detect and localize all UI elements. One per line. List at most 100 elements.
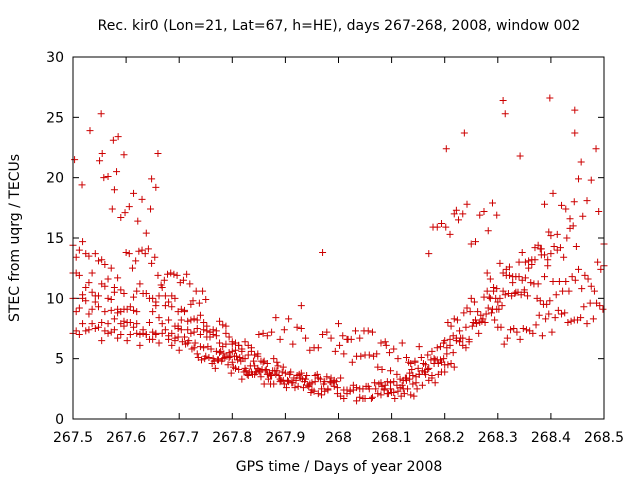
data-points [69,94,608,405]
data-point [75,246,83,254]
data-point [447,359,455,367]
data-point [501,291,509,299]
data-point [190,315,198,323]
data-point [244,351,252,359]
data-point [196,311,204,319]
data-point [234,356,242,364]
data-point [597,265,605,273]
data-point [117,213,125,221]
data-point [193,316,201,324]
data-point [477,311,485,319]
data-point [374,390,382,398]
data-point [181,308,189,316]
data-point [94,292,102,300]
data-point [381,381,389,389]
data-point [190,328,198,336]
data-point [553,230,561,238]
data-point [529,329,537,337]
data-point [333,384,341,392]
data-point [377,391,385,399]
data-point [297,302,305,310]
data-point [113,168,121,176]
data-point [110,288,118,296]
data-point [387,385,395,393]
data-point [235,366,243,374]
data-point [107,264,115,272]
data-point [343,390,351,398]
data-point [126,331,134,339]
data-point [222,322,230,330]
data-point [126,318,134,326]
data-point [114,309,122,317]
data-point [398,381,406,389]
data-point [493,285,501,293]
data-point [85,326,93,334]
data-point [483,287,491,295]
data-point [259,358,267,366]
data-point [340,386,348,394]
data-point [405,358,413,366]
data-point [110,315,118,323]
data-point [114,334,122,342]
data-point [424,351,432,359]
data-point [270,380,278,388]
data-point [107,296,115,304]
data-point [275,372,283,380]
data-point [340,350,348,358]
data-point [570,198,578,206]
data-point [545,228,553,236]
data-point [187,329,195,337]
data-point [411,357,419,365]
x-tick-label: 267.7 [159,430,199,446]
data-point [450,315,458,323]
data-point [475,329,483,337]
data-point [88,320,96,328]
data-point [324,385,332,393]
data-point [179,276,187,284]
data-point [142,290,150,298]
data-point [418,381,426,389]
data-point [444,318,452,326]
data-point [383,378,391,386]
data-point [101,282,109,290]
data-point [467,294,475,302]
data-point [299,384,307,392]
data-point [101,261,109,269]
x-tick-label: 267.6 [106,430,146,446]
data-point [174,325,182,332]
data-point [321,378,329,386]
data-point [364,327,372,335]
data-point [264,375,272,383]
x-tick-label: 267.5 [53,430,93,446]
data-point [107,306,115,314]
data-point [88,305,96,313]
data-point [75,304,83,312]
data-point [486,275,494,283]
data-point [250,357,258,365]
data-point [72,253,80,261]
data-point [442,145,450,153]
data-point [98,337,106,345]
data-point [511,290,519,298]
data-point [126,303,134,311]
data-point [470,298,478,306]
data-point [193,325,201,332]
data-point [414,364,422,372]
data-point [562,205,570,213]
data-point [530,280,538,288]
data-point [459,341,467,349]
data-point [161,326,169,334]
data-point [447,322,455,330]
data-point [155,292,163,300]
data-point [486,294,494,302]
data-point [490,283,498,291]
data-point [227,369,235,377]
data-point [138,195,146,203]
data-point [158,320,166,328]
data-point [171,337,179,345]
data-point [110,326,118,334]
data-point [575,265,583,273]
data-point [558,310,566,318]
data-point [133,329,141,337]
data-point [85,279,93,287]
